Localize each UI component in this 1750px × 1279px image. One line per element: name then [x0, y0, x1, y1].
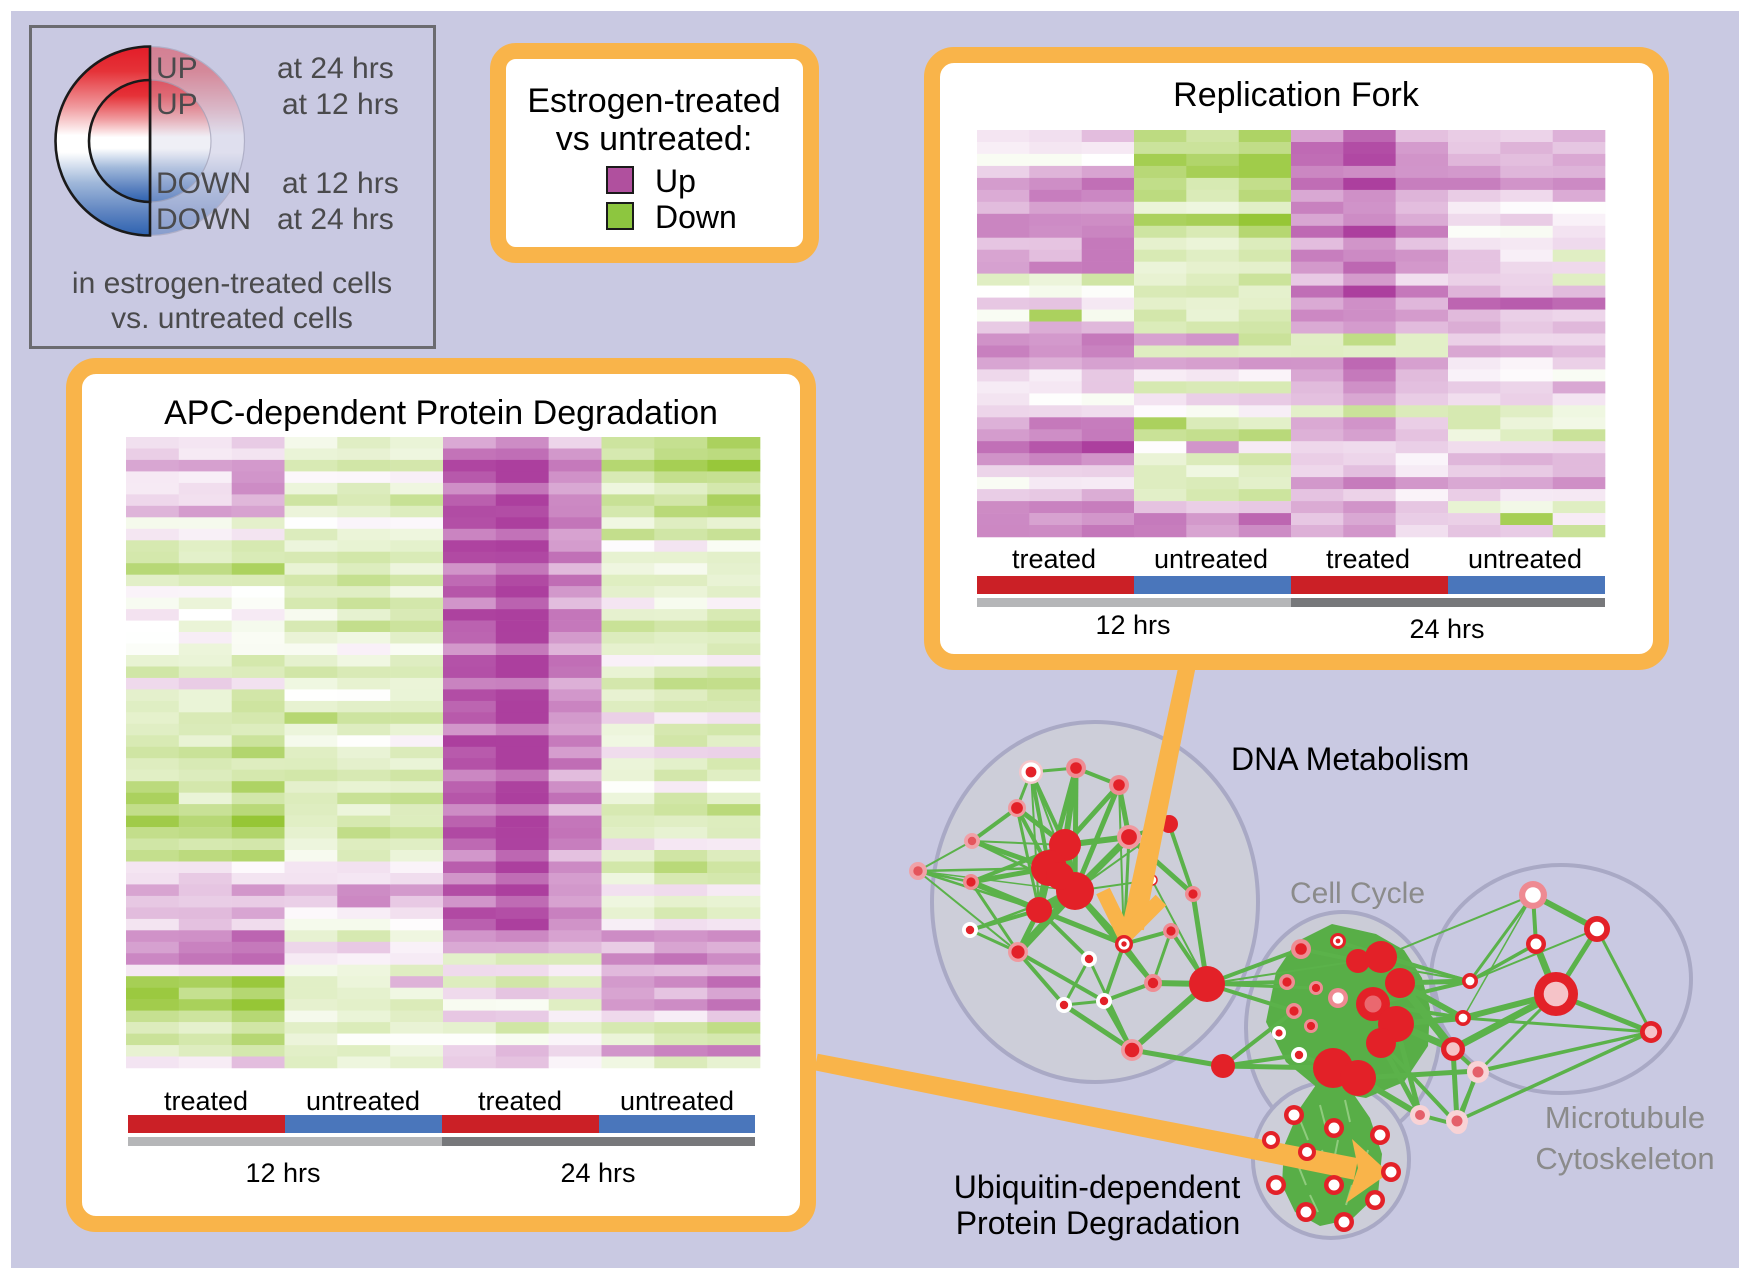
svg-text:Estrogen-treated: Estrogen-treated — [527, 82, 780, 120]
svg-text:at 12 hrs: at 12 hrs — [282, 88, 399, 121]
svg-text:Cell Cycle: Cell Cycle — [1290, 877, 1425, 910]
svg-text:untreated: untreated — [306, 1086, 420, 1116]
svg-text:at 24 hrs: at 24 hrs — [277, 52, 394, 85]
svg-text:12 hrs: 12 hrs — [245, 1158, 320, 1188]
svg-text:vs. untreated cells: vs. untreated cells — [111, 302, 353, 335]
svg-text:UP: UP — [156, 88, 198, 121]
svg-text:DOWN: DOWN — [156, 167, 251, 200]
svg-text:DOWN: DOWN — [156, 203, 251, 236]
svg-text:Down: Down — [655, 199, 737, 235]
svg-text:vs untreated:: vs untreated: — [556, 120, 753, 158]
svg-text:Protein Degradation: Protein Degradation — [956, 1205, 1241, 1241]
svg-text:Replication Fork: Replication Fork — [1173, 76, 1420, 114]
svg-text:Cytoskeleton: Cytoskeleton — [1535, 1141, 1714, 1176]
svg-text:12 hrs: 12 hrs — [1095, 610, 1170, 640]
svg-text:treated: treated — [164, 1086, 248, 1116]
svg-text:Ubiquitin-dependent: Ubiquitin-dependent — [954, 1169, 1241, 1205]
svg-text:Up: Up — [655, 163, 696, 199]
svg-text:untreated: untreated — [1468, 544, 1582, 574]
svg-text:24 hrs: 24 hrs — [560, 1158, 635, 1188]
svg-text:DNA Metabolism: DNA Metabolism — [1231, 741, 1469, 777]
svg-text:at 12 hrs: at 12 hrs — [282, 167, 399, 200]
svg-text:UP: UP — [156, 52, 198, 85]
svg-text:treated: treated — [1326, 544, 1410, 574]
svg-text:untreated: untreated — [620, 1086, 734, 1116]
svg-text:treated: treated — [478, 1086, 562, 1116]
svg-text:treated: treated — [1012, 544, 1096, 574]
svg-text:Microtubule: Microtubule — [1545, 1100, 1705, 1135]
svg-text:APC-dependent Protein Degradat: APC-dependent Protein Degradation — [164, 394, 718, 432]
svg-text:in estrogen-treated cells: in estrogen-treated cells — [72, 267, 392, 300]
svg-text:24 hrs: 24 hrs — [1409, 614, 1484, 644]
svg-text:untreated: untreated — [1154, 544, 1268, 574]
svg-text:at 24 hrs: at 24 hrs — [277, 203, 394, 236]
